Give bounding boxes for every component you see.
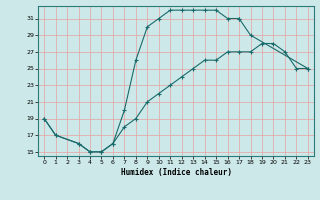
X-axis label: Humidex (Indice chaleur): Humidex (Indice chaleur) (121, 168, 231, 177)
